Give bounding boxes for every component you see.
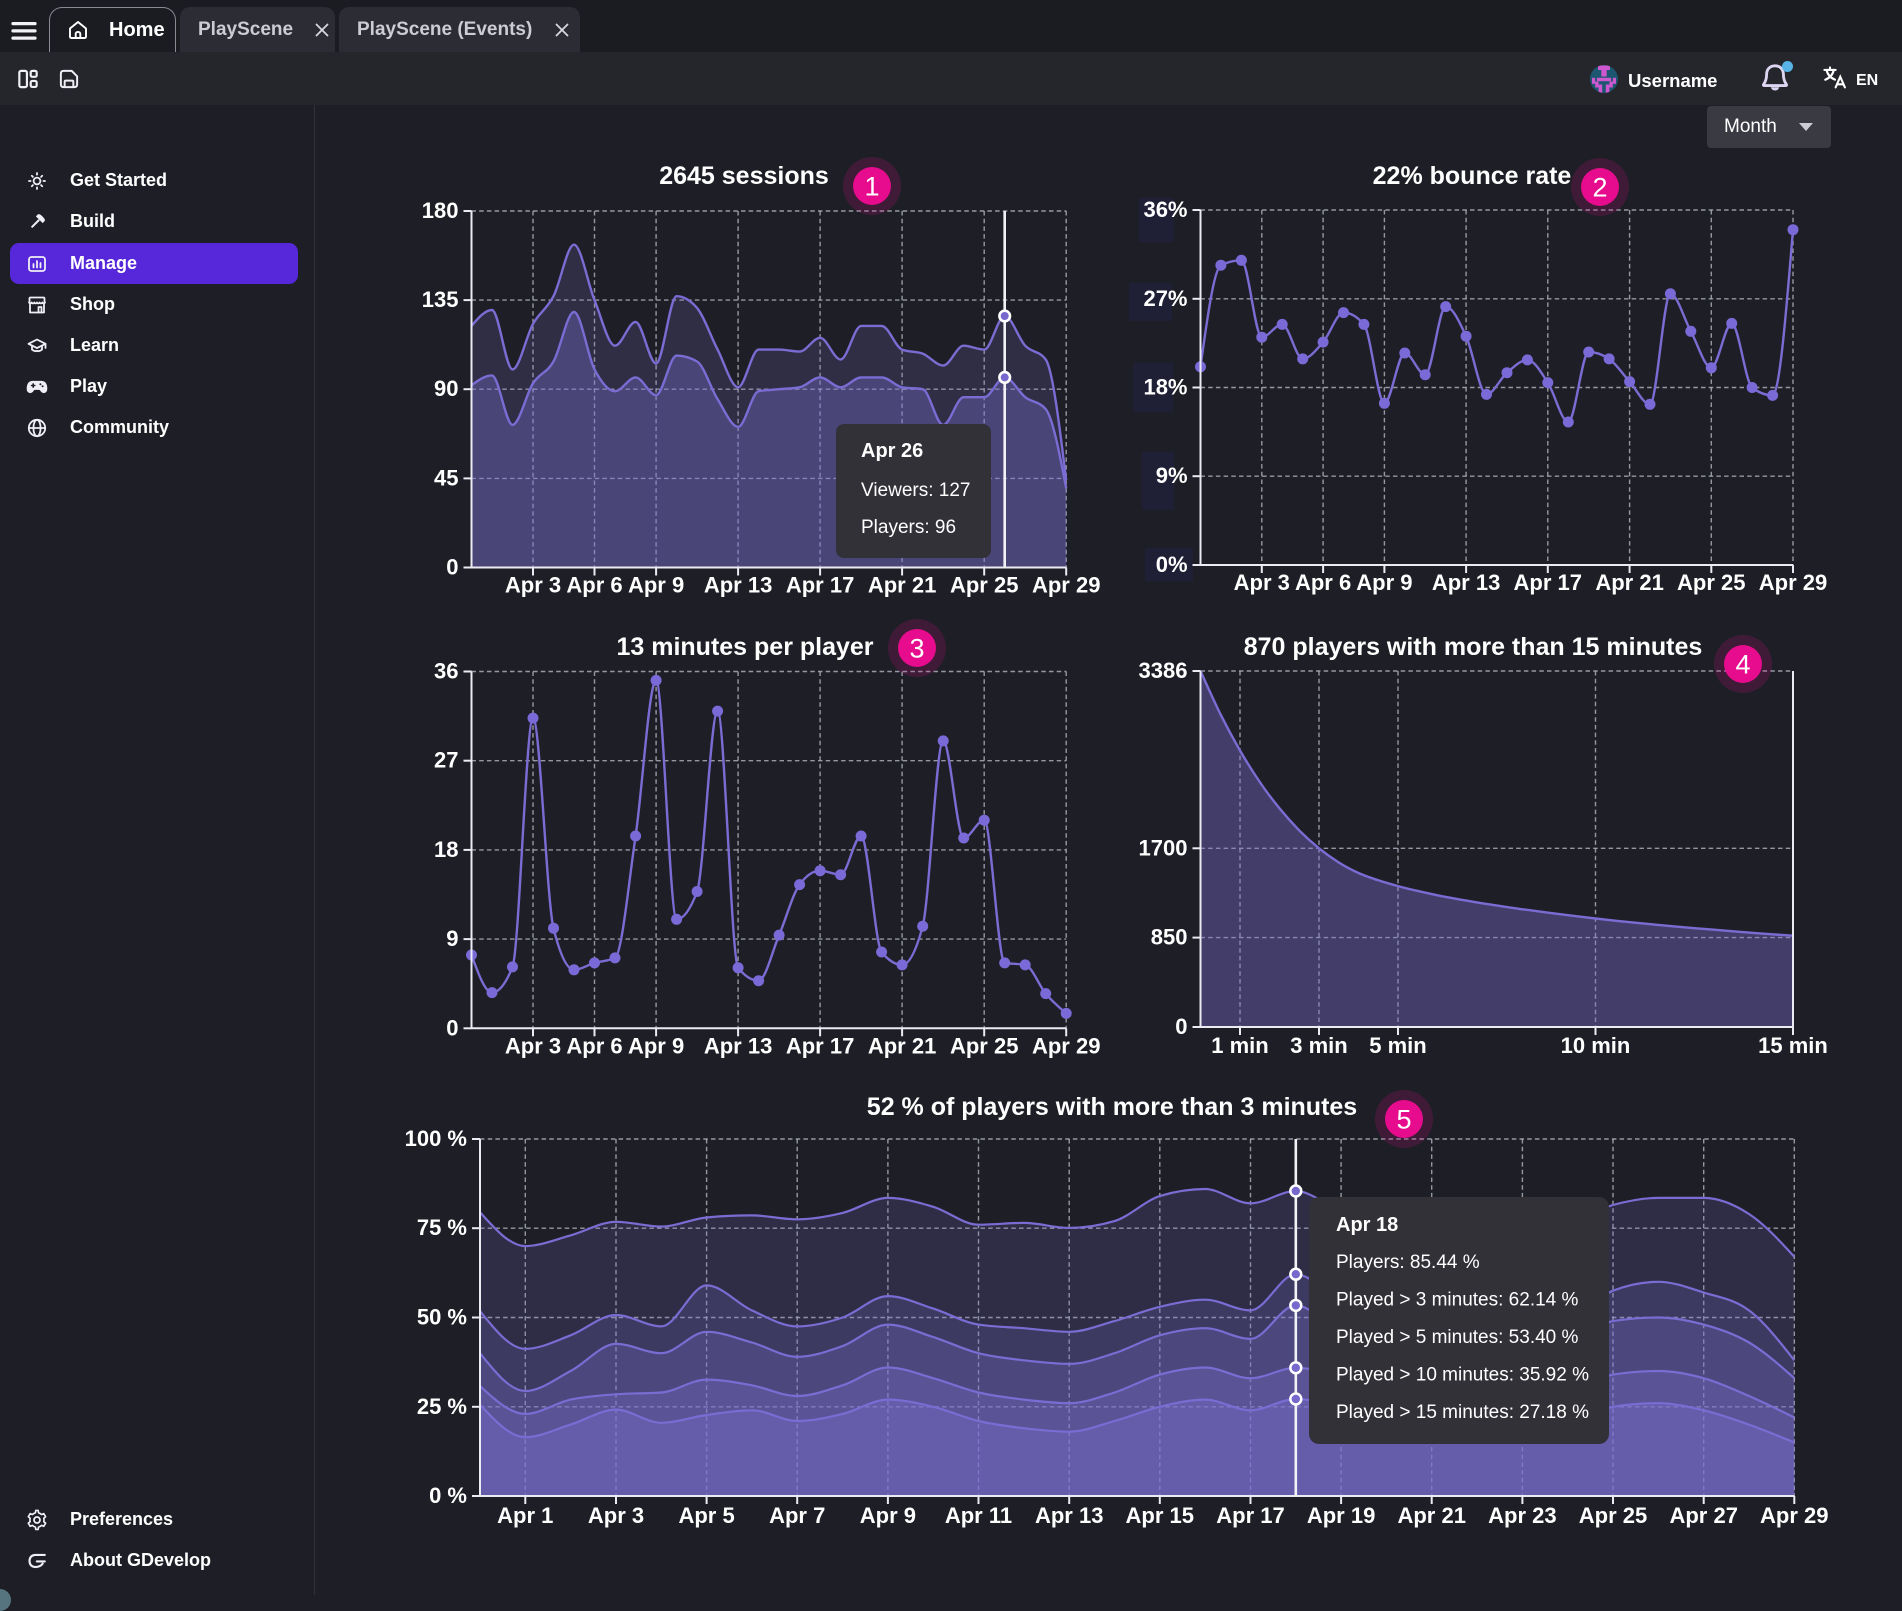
svg-text:5 min: 5 min (1369, 1033, 1426, 1058)
svg-text:Apr 9: Apr 9 (628, 1033, 684, 1058)
svg-text:Apr 9: Apr 9 (628, 573, 684, 598)
svg-text:Apr 25: Apr 25 (1677, 570, 1745, 595)
svg-text:Apr 15: Apr 15 (1126, 1503, 1194, 1528)
svg-text:Apr 13: Apr 13 (704, 1033, 772, 1058)
svg-text:Apr 7: Apr 7 (769, 1503, 825, 1528)
svg-text:Apr 18: Apr 18 (1336, 1214, 1398, 1236)
svg-text:1: 1 (864, 172, 879, 202)
svg-text:0: 0 (446, 1015, 458, 1040)
svg-text:Apr 17: Apr 17 (786, 1033, 854, 1058)
svg-text:Played > 10 minutes: 35.92 %: Played > 10 minutes: 35.92 % (1336, 1365, 1589, 1386)
svg-text:52 % of players with more than: 52 % of players with more than 3 minutes (867, 1093, 1357, 1121)
svg-text:Apr 11: Apr 11 (945, 1503, 1012, 1528)
svg-text:1 min: 1 min (1211, 1033, 1268, 1058)
svg-text:Players: 96: Players: 96 (861, 517, 956, 538)
svg-text:27%: 27% (1143, 286, 1187, 311)
svg-text:10 min: 10 min (1561, 1033, 1631, 1058)
svg-text:Played > 15 minutes: 27.18 %: Played > 15 minutes: 27.18 % (1336, 1402, 1589, 1423)
svg-text:Apr 21: Apr 21 (1397, 1503, 1465, 1528)
svg-text:0 %: 0 % (429, 1483, 467, 1508)
svg-text:Played > 3 minutes: 62.14 %: Played > 3 minutes: 62.14 % (1336, 1290, 1579, 1311)
svg-text:Apr 25: Apr 25 (950, 573, 1018, 598)
svg-text:75 %: 75 % (417, 1215, 467, 1240)
svg-text:9: 9 (446, 926, 458, 951)
svg-text:Apr 29: Apr 29 (1760, 1503, 1828, 1528)
svg-text:0%: 0% (1156, 552, 1188, 577)
svg-text:Apr 29: Apr 29 (1032, 573, 1100, 598)
svg-text:4: 4 (1735, 650, 1750, 680)
svg-text:3 min: 3 min (1290, 1033, 1347, 1058)
svg-text:Apr 6: Apr 6 (1295, 570, 1351, 595)
svg-text:3: 3 (909, 634, 924, 664)
svg-text:36: 36 (434, 659, 458, 684)
svg-text:Apr 13: Apr 13 (1035, 1503, 1103, 1528)
svg-text:Apr 21: Apr 21 (1595, 570, 1663, 595)
svg-text:Apr 17: Apr 17 (1216, 1503, 1284, 1528)
svg-text:Apr 23: Apr 23 (1488, 1503, 1556, 1528)
svg-text:Players: 85.44 %: Players: 85.44 % (1336, 1252, 1480, 1273)
svg-text:2: 2 (1592, 173, 1607, 203)
svg-text:5: 5 (1396, 1105, 1411, 1135)
svg-text:Apr 25: Apr 25 (950, 1033, 1018, 1058)
svg-text:Apr 3: Apr 3 (505, 573, 561, 598)
svg-text:22% bounce rate: 22% bounce rate (1373, 162, 1572, 190)
svg-text:Apr 19: Apr 19 (1307, 1503, 1375, 1528)
svg-text:Apr 6: Apr 6 (566, 1033, 622, 1058)
svg-text:Viewers: 127: Viewers: 127 (861, 480, 971, 501)
svg-text:3386: 3386 (1139, 658, 1188, 683)
svg-text:9%: 9% (1156, 463, 1188, 488)
svg-text:Played > 5 minutes: 53.40 %: Played > 5 minutes: 53.40 % (1336, 1327, 1579, 1348)
svg-text:135: 135 (422, 287, 459, 312)
svg-text:18: 18 (434, 837, 458, 862)
svg-text:36%: 36% (1143, 197, 1187, 222)
svg-text:180: 180 (422, 198, 459, 223)
svg-text:Apr 13: Apr 13 (1432, 570, 1500, 595)
svg-text:Apr 9: Apr 9 (860, 1503, 916, 1528)
svg-text:15 min: 15 min (1758, 1033, 1828, 1058)
svg-text:Apr 29: Apr 29 (1759, 570, 1827, 595)
svg-text:Apr 17: Apr 17 (786, 573, 854, 598)
svg-text:100 %: 100 % (405, 1126, 467, 1151)
svg-text:0: 0 (446, 555, 458, 580)
svg-text:0: 0 (1175, 1014, 1187, 1039)
svg-text:Apr 25: Apr 25 (1579, 1503, 1647, 1528)
svg-text:Apr 6: Apr 6 (566, 573, 622, 598)
svg-text:Apr 21: Apr 21 (868, 573, 936, 598)
svg-text:Apr 1: Apr 1 (497, 1503, 553, 1528)
svg-text:18%: 18% (1143, 375, 1187, 400)
svg-text:Apr 3: Apr 3 (505, 1033, 561, 1058)
svg-text:13 minutes per player: 13 minutes per player (616, 633, 873, 661)
svg-text:Apr 26: Apr 26 (861, 440, 923, 462)
svg-text:Apr 21: Apr 21 (868, 1033, 936, 1058)
svg-text:Apr 3: Apr 3 (1234, 570, 1290, 595)
svg-text:Apr 27: Apr 27 (1669, 1503, 1737, 1528)
svg-text:Apr 3: Apr 3 (588, 1503, 644, 1528)
svg-text:870 players with more than 15: 870 players with more than 15 minutes (1244, 633, 1703, 661)
svg-text:850: 850 (1151, 925, 1188, 950)
svg-text:Apr 9: Apr 9 (1356, 570, 1412, 595)
svg-text:Apr 29: Apr 29 (1032, 1033, 1100, 1058)
svg-text:50 %: 50 % (417, 1305, 467, 1330)
svg-text:25 %: 25 % (417, 1394, 467, 1419)
svg-text:Apr 17: Apr 17 (1514, 570, 1582, 595)
svg-text:2645 sessions: 2645 sessions (659, 162, 829, 190)
svg-text:45: 45 (434, 465, 458, 490)
svg-text:27: 27 (434, 748, 458, 773)
svg-text:90: 90 (434, 376, 458, 401)
svg-text:Apr 13: Apr 13 (704, 573, 772, 598)
svg-text:Apr 5: Apr 5 (678, 1503, 734, 1528)
svg-text:1700: 1700 (1139, 835, 1188, 860)
